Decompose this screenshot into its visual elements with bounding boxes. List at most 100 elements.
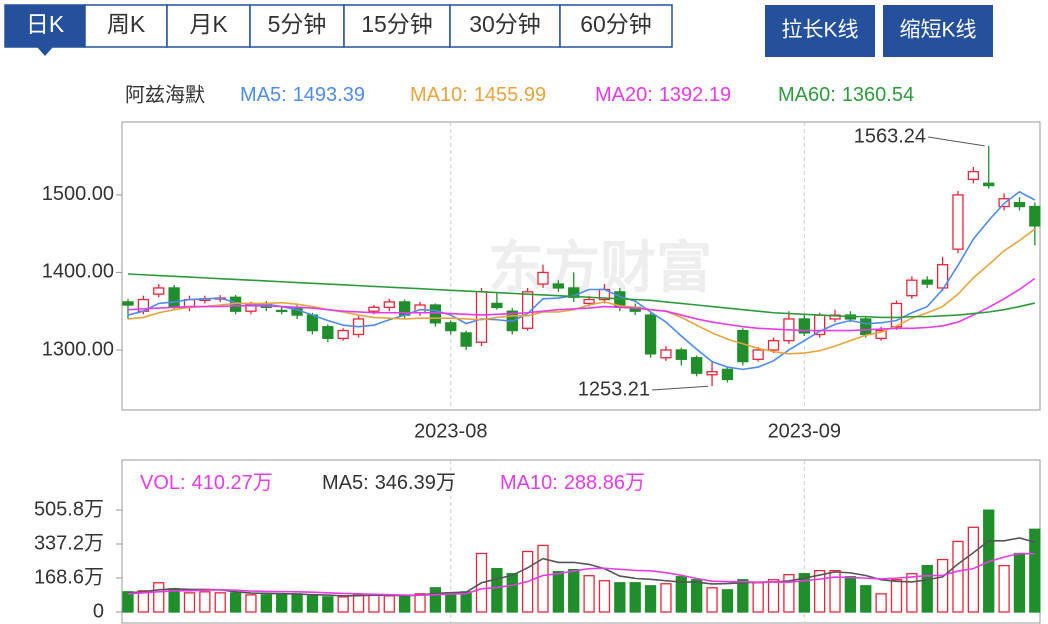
candle-body bbox=[983, 182, 995, 187]
ma-line bbox=[127, 228, 1036, 355]
volume-bar bbox=[568, 568, 580, 613]
volume-bar bbox=[137, 590, 150, 613]
volume-bar bbox=[122, 591, 134, 613]
candle-body bbox=[322, 326, 334, 339]
candle-body bbox=[475, 291, 488, 343]
tab[interactable] bbox=[249, 4, 345, 48]
zoom-button-label[interactable]: 缩短K线 bbox=[899, 19, 976, 42]
volume-bar bbox=[368, 594, 380, 613]
candle-body bbox=[737, 329, 749, 363]
zoom-button-label[interactable]: 拉长K线 bbox=[781, 19, 858, 42]
candle-body bbox=[875, 329, 887, 339]
ma-line bbox=[127, 537, 1036, 597]
candle-body bbox=[752, 349, 764, 360]
candle-body bbox=[1013, 201, 1026, 208]
candle-body bbox=[767, 340, 780, 351]
tab[interactable] bbox=[166, 4, 251, 48]
volume-bar bbox=[506, 573, 518, 613]
volume-bar bbox=[1013, 552, 1026, 613]
candle-body bbox=[952, 194, 964, 250]
candle-body bbox=[445, 322, 457, 332]
volume-bar bbox=[583, 575, 595, 613]
candle-body bbox=[337, 329, 349, 339]
volume-bar bbox=[399, 596, 411, 613]
legend-entry: MA20: 1392.19 bbox=[595, 84, 731, 106]
legend-entry: MA10: 1455.99 bbox=[410, 84, 546, 106]
main-frame bbox=[121, 121, 1041, 411]
watermark: 东方财富 bbox=[488, 236, 712, 299]
tab[interactable] bbox=[559, 4, 673, 48]
tab-label[interactable]: 60分钟 bbox=[580, 11, 652, 37]
legend-name: MA5: bbox=[322, 472, 369, 494]
candle-body bbox=[691, 357, 703, 374]
volume-bar bbox=[752, 582, 764, 613]
volume-bar bbox=[414, 593, 426, 613]
high-label: 1563.24 bbox=[854, 125, 926, 147]
legend-value: 410.27万 bbox=[192, 472, 273, 494]
legend-entry: MA10: 288.86万 bbox=[500, 472, 645, 494]
zoom-button[interactable] bbox=[765, 5, 875, 57]
volume-bar bbox=[537, 544, 549, 613]
volume-bar bbox=[721, 589, 734, 613]
x-tick-label: 2023-09 bbox=[768, 420, 841, 442]
candle-body bbox=[706, 371, 718, 376]
volume-bar bbox=[153, 582, 165, 613]
volume-bar bbox=[598, 580, 611, 613]
ma-line bbox=[127, 273, 1036, 319]
volume-bar bbox=[1029, 528, 1041, 613]
legend-name: MA10: bbox=[500, 472, 558, 494]
candle-body bbox=[368, 306, 380, 312]
legend-name: MA20: bbox=[595, 84, 653, 106]
legend-entry: MA5: 1493.39 bbox=[240, 84, 365, 106]
tab[interactable] bbox=[449, 4, 561, 48]
ma-line bbox=[127, 277, 1036, 332]
y-tick-label: 337.2万 bbox=[34, 532, 104, 554]
legend-value: 1360.54 bbox=[842, 84, 914, 106]
candle-body bbox=[521, 291, 534, 329]
legend-name: MA60: bbox=[778, 84, 836, 106]
low-label: 1253.21 bbox=[578, 378, 650, 400]
stock-name: 阿兹海默 bbox=[125, 83, 205, 106]
legend-value: 288.86万 bbox=[564, 472, 645, 494]
legend-entry: MA5: 346.39万 bbox=[322, 472, 456, 494]
tab-label[interactable]: 周K bbox=[107, 11, 146, 37]
high-arrow bbox=[927, 136, 985, 147]
volume-bar bbox=[245, 594, 257, 613]
candle-body bbox=[798, 318, 810, 334]
volume-bar bbox=[445, 592, 457, 613]
legend-value: 1493.39 bbox=[293, 84, 365, 106]
zoom-button[interactable] bbox=[883, 5, 993, 57]
volume-bar bbox=[660, 583, 672, 613]
y-tick-label: 1300.00 bbox=[42, 338, 114, 360]
volume-bar bbox=[860, 585, 872, 613]
tab-label[interactable]: 15分钟 bbox=[361, 11, 433, 37]
volume-bar bbox=[229, 592, 242, 613]
volume-bar bbox=[921, 564, 933, 613]
volume-bar bbox=[214, 592, 226, 613]
tab-label[interactable]: 月K bbox=[189, 11, 228, 37]
volume-bar bbox=[998, 564, 1010, 613]
legend-value: 1392.19 bbox=[659, 84, 731, 106]
volume-bar bbox=[814, 570, 826, 613]
volume-bar bbox=[614, 582, 626, 613]
candle-body bbox=[491, 302, 503, 308]
volume-bar bbox=[337, 596, 349, 613]
y-tick-label: 505.8万 bbox=[34, 498, 104, 520]
candle-body bbox=[675, 349, 687, 360]
volume-bar bbox=[291, 593, 303, 613]
volume-bar bbox=[183, 592, 196, 613]
volume-bar bbox=[199, 591, 211, 613]
tab[interactable] bbox=[343, 4, 451, 48]
candle-body bbox=[537, 271, 549, 285]
candle-body bbox=[1029, 205, 1041, 227]
volume-bar bbox=[429, 587, 442, 613]
tab-label[interactable]: 5分钟 bbox=[268, 11, 327, 37]
candle-body bbox=[936, 264, 949, 289]
tab-label[interactable]: 日K bbox=[26, 11, 65, 37]
volume-bar bbox=[829, 570, 841, 613]
candle-body bbox=[276, 309, 288, 313]
tab-label[interactable]: 30分钟 bbox=[469, 11, 541, 37]
legend-value: 1455.99 bbox=[474, 84, 546, 106]
volume-bar bbox=[798, 573, 810, 613]
